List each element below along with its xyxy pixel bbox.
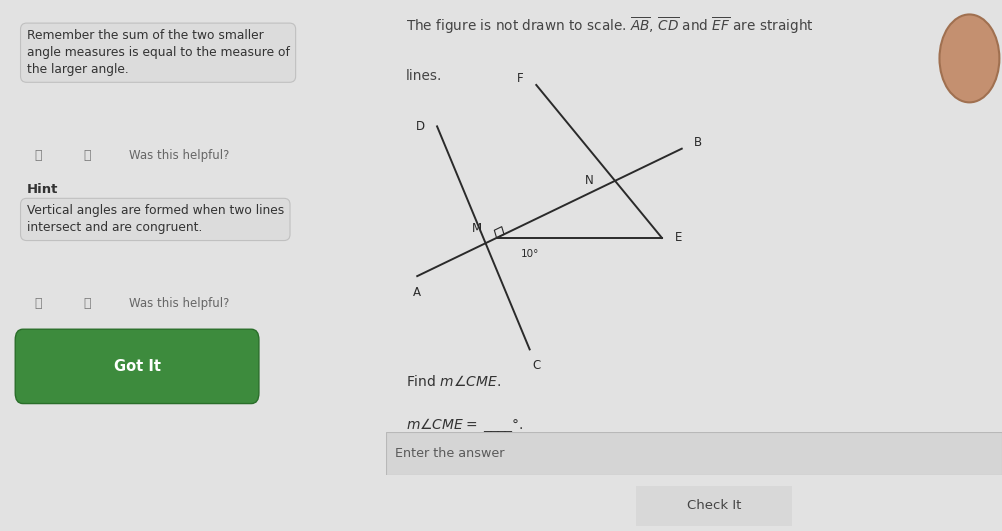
Text: A: A	[413, 286, 421, 298]
Text: 👎: 👎	[84, 297, 91, 310]
Text: Check It: Check It	[686, 499, 741, 512]
Text: E: E	[674, 232, 682, 244]
Text: N: N	[585, 174, 593, 187]
Text: The figure is not drawn to scale. $\overline{AB}$, $\overline{CD}$ and $\overlin: The figure is not drawn to scale. $\over…	[406, 16, 814, 36]
Text: 👍: 👍	[34, 149, 42, 161]
Text: D: D	[416, 120, 425, 133]
Text: Was this helpful?: Was this helpful?	[129, 297, 229, 310]
Text: Got It: Got It	[113, 359, 160, 374]
Text: Vertical angles are formed when two lines
intersect and are congruent.: Vertical angles are formed when two line…	[27, 204, 284, 234]
Text: 👍: 👍	[34, 297, 42, 310]
Text: F: F	[516, 72, 523, 85]
FancyBboxPatch shape	[386, 432, 1002, 475]
Text: Hint: Hint	[27, 183, 58, 196]
Text: Find $m\angle CME$.: Find $m\angle CME$.	[406, 374, 501, 389]
Text: C: C	[532, 359, 540, 372]
FancyBboxPatch shape	[15, 329, 259, 404]
Text: lines.: lines.	[406, 69, 442, 83]
Circle shape	[940, 14, 999, 102]
FancyBboxPatch shape	[628, 484, 800, 528]
Text: M: M	[472, 222, 482, 235]
Text: B: B	[694, 136, 702, 149]
Text: 10°: 10°	[520, 249, 539, 259]
Text: Enter the answer: Enter the answer	[395, 447, 505, 460]
Text: $m\angle CME =$ ____$°$.: $m\angle CME =$ ____$°$.	[406, 417, 523, 434]
Text: Remember the sum of the two smaller
angle measures is equal to the measure of
th: Remember the sum of the two smaller angl…	[27, 29, 290, 76]
Text: 👎: 👎	[84, 149, 91, 161]
Text: Was this helpful?: Was this helpful?	[129, 149, 229, 161]
